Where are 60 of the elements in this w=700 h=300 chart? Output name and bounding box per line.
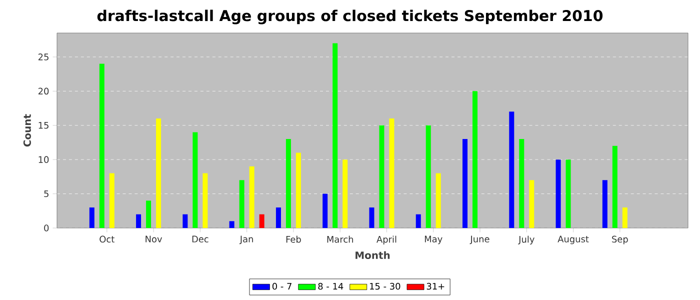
bar [89, 207, 94, 228]
bar [379, 125, 384, 228]
bar [259, 214, 264, 228]
x-tick-label: July [518, 236, 534, 244]
bar [509, 112, 514, 228]
x-tick-label: March [327, 236, 354, 243]
y-tick-label: 10 [38, 156, 49, 163]
legend-label: 31+ [426, 282, 444, 290]
bar [202, 173, 208, 228]
bar [622, 207, 628, 228]
legend-label: 0 - 7 [272, 282, 292, 290]
bar [462, 139, 468, 228]
bar [192, 132, 198, 228]
bar [182, 214, 188, 228]
bar [276, 207, 281, 228]
legend-label: 15 - 30 [370, 282, 400, 290]
bar [389, 118, 394, 228]
bar [239, 180, 244, 228]
y-tick-label: 20 [38, 88, 49, 95]
y-tick-label: 0 [44, 224, 49, 232]
bar [612, 146, 618, 228]
x-tick-label: Oct [100, 236, 114, 243]
x-tick-label: Sep [612, 236, 628, 244]
y-axis-title: Count [23, 114, 31, 147]
x-axis-title: Month [356, 251, 390, 259]
x-tick-label: Feb [286, 236, 301, 243]
legend-label: 8 - 14 [318, 282, 344, 290]
bar [566, 160, 571, 228]
bar [519, 139, 524, 228]
bar [109, 173, 114, 228]
bar [556, 160, 561, 228]
x-tick-label: June [470, 236, 490, 244]
x-tick-label: Dec [192, 236, 208, 242]
bar [286, 139, 291, 228]
bar [99, 64, 104, 228]
bar [602, 180, 608, 228]
bar [296, 152, 301, 228]
bar [472, 91, 478, 228]
y-tick-label: 5 [44, 190, 48, 198]
x-tick-label: August [558, 236, 589, 244]
bar [436, 173, 441, 228]
bar [416, 214, 421, 228]
bar [229, 221, 234, 228]
chart-title: drafts-lastcall Age groups of closed tickets September 2010 [97, 10, 603, 24]
bar [136, 214, 142, 228]
bar [426, 125, 431, 228]
y-tick-label: 15 [38, 122, 48, 129]
x-tick-label: Nov [146, 236, 162, 242]
y-tick-label: 25 [38, 54, 48, 60]
bar [342, 160, 348, 228]
bar [249, 166, 254, 228]
x-tick-label: April [376, 236, 396, 244]
x-tick-label: Jan [239, 236, 253, 244]
bar [156, 118, 162, 228]
bar [529, 180, 534, 228]
bar [146, 200, 152, 228]
bar [322, 194, 328, 228]
bar [332, 43, 338, 228]
bar [369, 207, 374, 228]
x-tick-label: May [424, 236, 442, 244]
